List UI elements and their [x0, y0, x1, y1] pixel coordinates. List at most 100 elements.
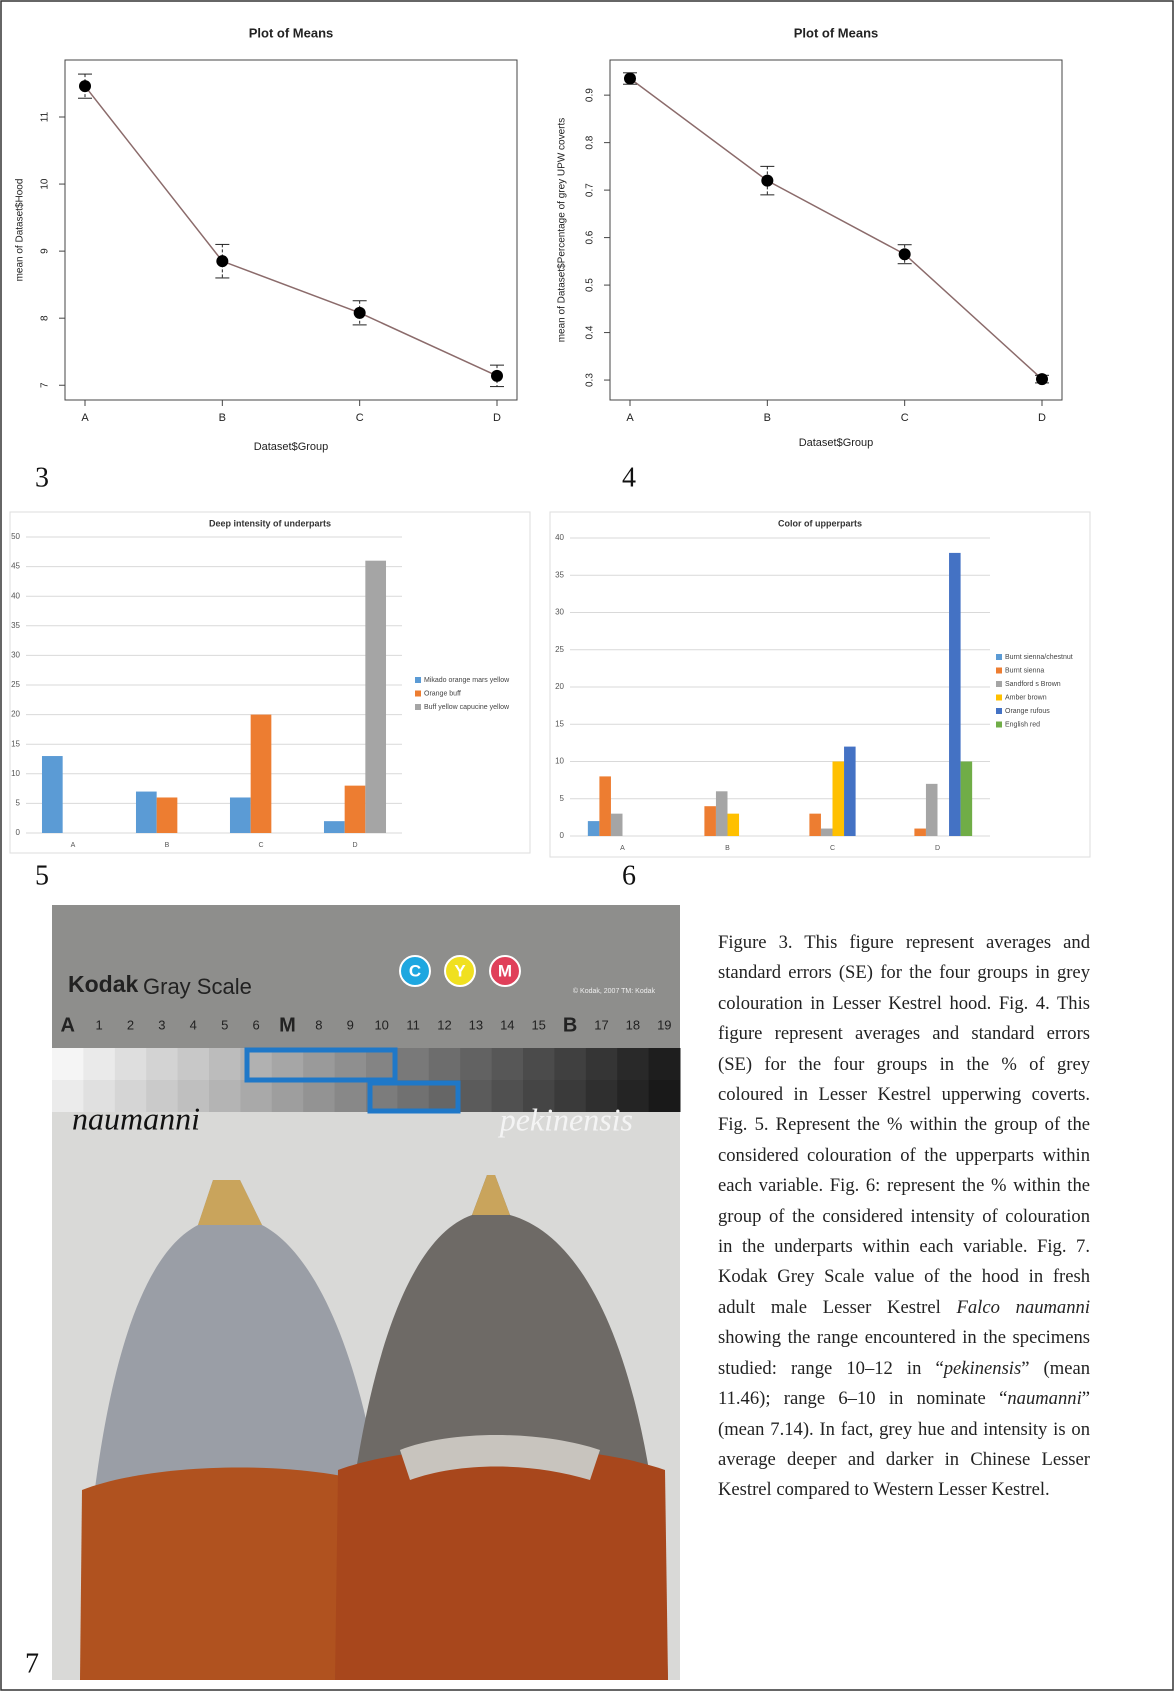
y-tick-label: 0.4 [585, 325, 596, 339]
badge [489, 955, 521, 987]
figure-label: 5 [35, 860, 49, 891]
gray-cell [83, 1080, 116, 1112]
gray-cell [648, 1048, 681, 1080]
legend-label: Orange buff [424, 690, 461, 697]
gray-cell [523, 1080, 555, 1112]
bar [844, 746, 856, 836]
mean-point [79, 80, 91, 93]
bar [832, 761, 845, 836]
gray-cell [52, 1048, 84, 1080]
gray-cell [146, 1048, 179, 1080]
error-bar [897, 244, 912, 265]
x-tick-label: C [258, 842, 263, 849]
figure-label: 3 [35, 462, 49, 493]
scale-label: 6 [252, 1017, 259, 1032]
scale-label: 19 [657, 1017, 671, 1032]
y-tick-label: 0.8 [585, 135, 596, 149]
gray-cell [303, 1048, 336, 1080]
legend-swatch [996, 654, 1002, 660]
scale-label: 17 [594, 1017, 608, 1032]
bar [250, 714, 272, 833]
brand: Kodak [68, 971, 139, 997]
mean-point [216, 255, 229, 268]
legend-label: Orange rufous [1005, 708, 1050, 715]
scale-label: 5 [221, 1017, 228, 1032]
x-tick-label: C [356, 412, 364, 424]
x-tick-label: A [71, 842, 76, 849]
bar [41, 756, 63, 833]
left-label: naumanni [72, 1100, 200, 1136]
scale-label: 4 [190, 1017, 197, 1032]
bar [949, 552, 961, 836]
gray-cell [114, 1048, 147, 1080]
y-tick-label: 15 [11, 739, 20, 748]
x-tick-label: C [901, 412, 909, 424]
gray-cell [303, 1080, 336, 1112]
y-tick-label: 50 [11, 532, 20, 541]
x-tick-label: D [352, 842, 357, 849]
x-tick-label: C [830, 845, 835, 852]
gray-cell [271, 1080, 304, 1112]
mean-point [1036, 373, 1048, 386]
bar [156, 797, 178, 833]
badge-letter: M [498, 961, 512, 980]
gray-cell [334, 1048, 367, 1080]
bar [323, 821, 345, 833]
gray-cell [585, 1080, 618, 1112]
bar [587, 821, 600, 836]
caption-text: pekinensis [943, 1357, 1022, 1379]
mean-point [624, 72, 636, 85]
gray-cell [617, 1048, 650, 1080]
chart-title: Deep intensity of underparts [209, 518, 331, 528]
scale-label: 8 [315, 1017, 322, 1032]
y-tick-label: 20 [11, 710, 20, 719]
legend-swatch [415, 704, 421, 710]
bar [365, 560, 387, 833]
gray-cell [334, 1080, 367, 1112]
x-tick-label: D [1038, 412, 1046, 424]
y-tick-label: 10 [40, 178, 51, 190]
gray-cell [491, 1080, 524, 1112]
chart-title: Color of upperparts [778, 518, 862, 528]
bar [599, 776, 611, 836]
gray-cell [52, 1080, 84, 1112]
caption-text: showing the range encountered in the spe… [718, 1327, 1090, 1379]
bar [610, 813, 623, 836]
badge [444, 955, 476, 987]
gray-cell [554, 1048, 587, 1080]
mean-point [761, 174, 774, 187]
y-tick-label: 40 [11, 591, 20, 600]
gray-cell [648, 1080, 681, 1112]
legend-label: Burnt sienna [1005, 667, 1044, 674]
legend-swatch [996, 721, 1002, 728]
badge-letter: C [409, 961, 421, 980]
y-axis-label: mean of Dataset$Percentage of grey UPW c… [557, 118, 568, 343]
gray-cell [209, 1048, 241, 1080]
bar [715, 791, 728, 836]
beak [472, 1175, 510, 1215]
range-box [367, 1080, 461, 1114]
gray-cell [114, 1080, 147, 1112]
mean-point [898, 248, 911, 261]
gray-cell [428, 1048, 461, 1080]
x-tick-label: B [165, 842, 170, 849]
legend-swatch [996, 708, 1002, 714]
chart-title: Plot of Means [794, 25, 879, 40]
legend-swatch [996, 681, 1002, 687]
badge [399, 955, 431, 987]
bird [400, 1435, 600, 1480]
range-box [244, 1047, 398, 1083]
scale-label: A [60, 1014, 74, 1036]
y-tick-label: 15 [555, 719, 564, 728]
y-tick-label: 5 [16, 799, 21, 808]
legend-swatch [415, 690, 421, 697]
plot-frame [64, 59, 518, 401]
y-tick-label: 35 [11, 621, 20, 630]
x-tick-label: A [81, 412, 89, 424]
y-tick-label: 25 [11, 680, 20, 689]
scale-label: 15 [531, 1017, 545, 1032]
bar [960, 761, 973, 836]
